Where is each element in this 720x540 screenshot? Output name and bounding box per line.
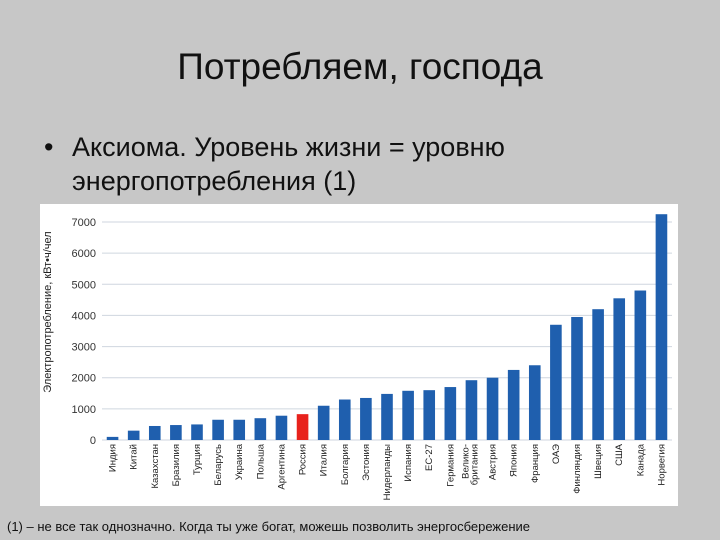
x-tick-label: Украина: [234, 443, 245, 480]
bullet-text: Аксиома. Уровень жизни = уровню энергопо…: [72, 132, 505, 196]
bar-Россия: [296, 414, 309, 440]
x-tick-label: Россия: [298, 444, 309, 475]
bars: [106, 214, 668, 440]
y-tick-label: 0: [90, 435, 96, 447]
bar-Франция: [528, 365, 541, 440]
x-tick-label: Беларусь: [213, 444, 224, 486]
x-tick-label: Велико-британия: [460, 444, 480, 485]
bullet-marker: •: [44, 132, 54, 162]
y-tick-labels: 0 1000 2000 3000 4000 5000 6000 7000: [72, 217, 96, 447]
bar-chart: 0 1000 2000 3000 4000 5000 6000 7000 Индия Китай…: [42, 214, 672, 500]
x-tick-label: Польша: [255, 443, 266, 479]
chart-panel: 0 1000 2000 3000 4000 5000 6000 7000 Индия Китай…: [40, 204, 678, 506]
x-tick-label: Индия: [108, 444, 119, 472]
y-tick-label: 5000: [72, 279, 96, 291]
x-tick-label: Нидерланды: [382, 444, 393, 501]
x-tick-label: Финляндия: [572, 444, 583, 494]
bar-Беларусь: [212, 419, 224, 440]
x-tick-label: Испания: [403, 444, 414, 482]
bar-Япония: [507, 369, 520, 440]
x-tick-label: Япония: [509, 444, 520, 477]
bar-Велико-британия: [465, 380, 478, 440]
bar-Финляндия: [571, 316, 583, 440]
x-tick-label: Италия: [319, 444, 330, 476]
x-tick-label: Казахстан: [150, 444, 161, 489]
bar-ОАЭ: [550, 324, 562, 440]
x-tick-label: Болгария: [340, 444, 351, 485]
y-axis-label: Электропотребление, кВт•ч/чел: [42, 231, 54, 392]
bar-Норвегия: [655, 214, 668, 440]
y-tick-label: 7000: [72, 217, 96, 229]
footnote: (1) – не все так однозначно. Когда ты уж…: [7, 519, 531, 534]
bar-США: [613, 298, 626, 440]
x-tick-labels: Индия Китай Казахстан Бразилия Турция Беларус…: [108, 443, 668, 500]
y-tick-label: 4000: [72, 310, 96, 322]
x-tick-label: США: [614, 443, 625, 466]
y-tick-label: 2000: [72, 373, 96, 385]
bar-Казахстан: [148, 425, 161, 440]
x-tick-label: Франция: [530, 444, 541, 483]
y-tick-label: 3000: [72, 342, 96, 354]
slide-title: Потребляем, господа: [177, 46, 543, 87]
bar-Турция: [191, 424, 203, 440]
x-tick-label: ЕС-27: [424, 444, 435, 471]
x-tick-label: Турция: [192, 444, 203, 475]
y-tick-label: 6000: [72, 248, 96, 260]
bar-Канада: [634, 290, 647, 440]
bar-Болгария: [338, 399, 351, 440]
bar-Украина: [233, 419, 246, 440]
bar-Испания: [402, 390, 414, 440]
x-tick-label: Китай: [129, 444, 140, 470]
bar-Польша: [254, 418, 267, 440]
x-tick-label: Аргентина: [276, 443, 287, 489]
x-tick-label: Швеция: [593, 444, 604, 479]
bar-Бразилия: [170, 425, 182, 440]
x-tick-label: Эстония: [361, 444, 372, 481]
bar-ЕС-27: [423, 390, 436, 440]
x-tick-label: Канада: [635, 443, 646, 476]
bar-Нидерланды: [381, 393, 393, 440]
x-tick-label: Бразилия: [171, 444, 182, 486]
bar-Италия: [317, 405, 330, 440]
x-tick-label: ОАЭ: [551, 444, 562, 464]
bar-Китай: [127, 430, 140, 440]
bar-Австрия: [486, 377, 499, 440]
y-tick-label: 1000: [72, 404, 96, 416]
x-tick-label: Германия: [445, 444, 456, 487]
x-tick-label: Австрия: [488, 444, 499, 480]
bar-Германия: [444, 387, 457, 440]
bar-Аргентина: [275, 415, 288, 440]
bar-Эстония: [360, 397, 372, 440]
bar-Индия: [106, 436, 119, 440]
x-tick-label: Норвегия: [656, 444, 667, 486]
bar-Швеция: [592, 309, 604, 440]
